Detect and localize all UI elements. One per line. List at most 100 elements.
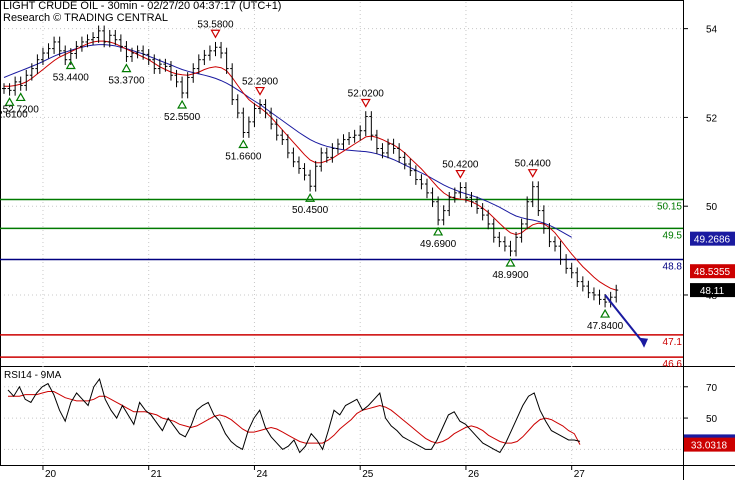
- price-bar: [35, 54, 40, 74]
- price-bar: [586, 280, 591, 299]
- price-bar: [207, 45, 212, 61]
- price-bar: [614, 284, 619, 303]
- pivot-label: 47.8400: [587, 321, 624, 332]
- price-bar: [52, 36, 57, 54]
- price-bar: [358, 125, 363, 141]
- pivot-label: 48.9900: [492, 270, 529, 281]
- pivot-label: 49.6900: [420, 239, 457, 250]
- price-bar: [480, 203, 485, 221]
- pivot-label: 50.4400: [515, 159, 552, 170]
- pivot-high-marker: [254, 86, 266, 96]
- level-label: 49.5: [663, 230, 683, 241]
- price-bar: [508, 240, 513, 257]
- price-bar: [424, 178, 429, 199]
- price-bar: [258, 99, 263, 114]
- price-bar: [519, 218, 524, 243]
- pivot-low-marker: [238, 139, 249, 149]
- pivot-high-marker: [210, 29, 221, 39]
- price-bar: [146, 49, 151, 66]
- price-bar: [569, 263, 574, 279]
- price-bar: [341, 134, 346, 150]
- price-bar: [2, 83, 6, 94]
- rsi-badge: [684, 437, 735, 452]
- chart-title: LIGHT CRUDE OIL - 30min - 02/27/20 04:37…: [3, 0, 282, 12]
- price-bar: [274, 118, 279, 141]
- price-badge-label: 48.5355: [694, 267, 731, 278]
- price-bar: [547, 223, 552, 248]
- price-bar: [374, 129, 379, 154]
- x-tick-label: 24: [256, 469, 268, 480]
- price-bar: [79, 36, 84, 52]
- pivot-label: 53.4400: [53, 72, 90, 83]
- price-bar: [347, 132, 352, 145]
- price-bar: [502, 236, 507, 252]
- price-bar: [463, 182, 468, 203]
- price-bar: [552, 236, 557, 252]
- price-tick-label: 50: [706, 202, 718, 213]
- price-bar: [397, 143, 402, 163]
- price-bar: [386, 138, 391, 159]
- pivot-high-marker: [527, 169, 538, 178]
- price-bar: [196, 54, 201, 74]
- price-bar: [591, 287, 596, 301]
- price-bar: [235, 94, 240, 119]
- price-bar: [441, 205, 446, 226]
- price-bar: [313, 160, 318, 192]
- price-badge: [690, 231, 735, 246]
- pivot-low-marker: [121, 63, 132, 73]
- price-bar: [130, 47, 135, 62]
- price-bar: [163, 58, 168, 72]
- price-bar: [597, 289, 602, 305]
- pivot-low-marker: [433, 226, 444, 236]
- price-bar: [419, 174, 424, 190]
- pivot-label: 52.5500: [164, 112, 201, 123]
- price-bar: [7, 83, 12, 96]
- price-bar: [369, 111, 374, 141]
- price-bar: [107, 29, 112, 48]
- price-bar: [102, 25, 107, 48]
- price-bar: [324, 147, 329, 163]
- rsi-tick-label: 50: [706, 414, 718, 425]
- price-bar: [202, 49, 207, 66]
- price-bar: [575, 267, 580, 287]
- price-bar: [241, 107, 246, 138]
- pivot-low-marker: [505, 257, 516, 267]
- price-bar: [491, 218, 496, 243]
- price-bar: [124, 41, 129, 62]
- price-bar: [74, 41, 79, 59]
- price-badge-label: 48.11: [700, 286, 725, 297]
- price-bar: [352, 129, 357, 143]
- forecast-arrowhead: [639, 337, 649, 348]
- price-bar: [402, 152, 407, 170]
- rsi-panel-label: RSI14 - 9MA: [4, 370, 62, 381]
- rsi-badge-label: 33.0318: [691, 441, 728, 452]
- pivot-high-marker: [360, 98, 371, 108]
- price-bar: [141, 45, 146, 60]
- pivot-label: 53.5800: [197, 19, 234, 30]
- pivot-low-marker: [4, 97, 15, 106]
- price-bar: [40, 47, 45, 66]
- ma-fast-line: [4, 40, 617, 291]
- price-bar: [18, 76, 23, 91]
- price-bar: [246, 116, 251, 138]
- price-bar: [85, 34, 90, 48]
- pivot-low-marker: [177, 99, 188, 109]
- price-badge-label: 49.2686: [694, 235, 731, 246]
- price-bar: [152, 54, 157, 74]
- price-bar: [413, 165, 418, 185]
- pivot-label: 50.4200: [442, 160, 479, 171]
- price-bar: [219, 41, 224, 59]
- price-bar: [497, 231, 502, 248]
- price-bar: [168, 61, 173, 81]
- pivot-label: 52.0200: [348, 89, 385, 100]
- price-bar: [447, 191, 452, 216]
- price-bar: [564, 254, 569, 274]
- price-bar: [24, 69, 29, 91]
- x-tick-label: 27: [574, 469, 586, 480]
- price-bar: [63, 45, 68, 66]
- level-label: 46.6: [663, 359, 683, 370]
- price-bar: [525, 196, 530, 230]
- price-bar: [536, 181, 541, 216]
- price-bar: [514, 231, 519, 257]
